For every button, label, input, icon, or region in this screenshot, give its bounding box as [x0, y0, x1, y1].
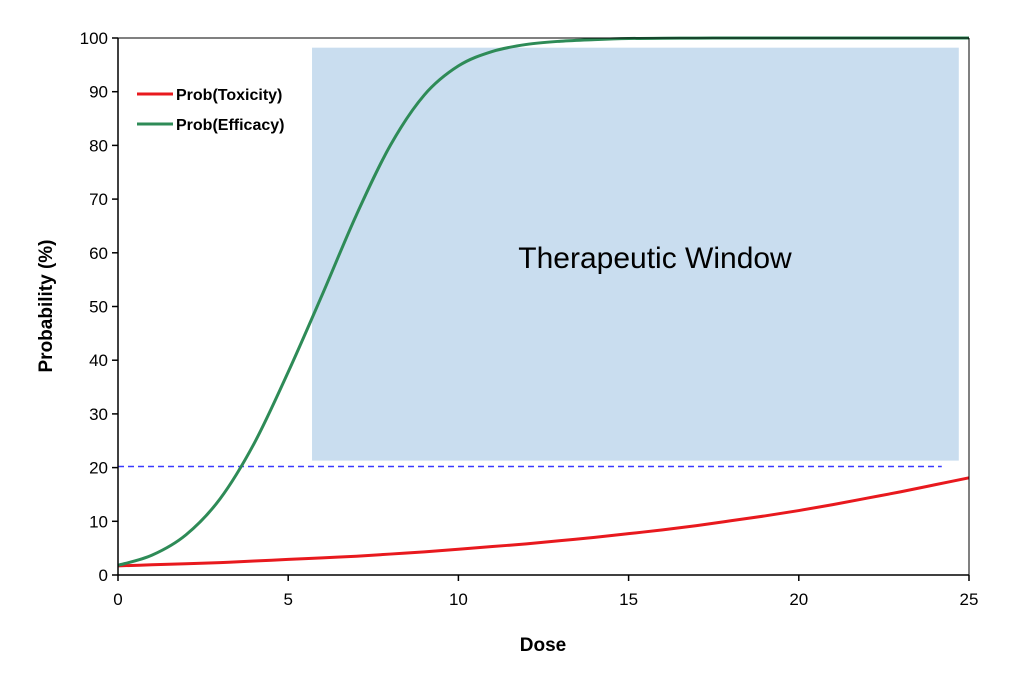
therapeutic-window-label: Therapeutic Window: [518, 242, 792, 275]
y-tick-label: 20: [89, 459, 108, 478]
legend: Prob(Toxicity) Prob(Efficacy): [137, 87, 284, 134]
y-tick-label: 40: [89, 351, 108, 370]
x-tick-label: 25: [960, 590, 979, 609]
legend-label-toxicity: Prob(Toxicity): [176, 87, 282, 104]
y-tick-label: 50: [89, 298, 108, 317]
ticks-layer: 0 10 20 30 40 50 60 70 80 90 100 0 5 10 15 20 25: [80, 29, 979, 609]
y-tick-label: 0: [99, 566, 108, 585]
x-tick-label: 15: [619, 590, 638, 609]
y-tick-label: 80: [89, 136, 108, 155]
legend-label-efficacy: Prob(Efficacy): [176, 117, 284, 134]
y-tick-label: 100: [80, 29, 108, 48]
y-tick-label: 90: [89, 83, 108, 102]
y-tick-label: 70: [89, 190, 108, 209]
x-tick-label: 20: [789, 590, 808, 609]
y-tick-label: 10: [89, 512, 108, 531]
x-tick-label: 0: [113, 590, 122, 609]
series-line-toxicity: [117, 476, 970, 568]
y-axis-title: Probability (%): [36, 239, 57, 372]
y-tick-label: 60: [89, 244, 108, 263]
therapeutic-window-rect: [312, 47, 959, 461]
x-tick-label: 10: [449, 590, 468, 609]
x-tick-label: 5: [283, 590, 292, 609]
therapeutic-window-layer: [312, 47, 959, 461]
x-axis-title: Dose: [520, 635, 566, 656]
y-tick-label: 30: [89, 405, 108, 424]
